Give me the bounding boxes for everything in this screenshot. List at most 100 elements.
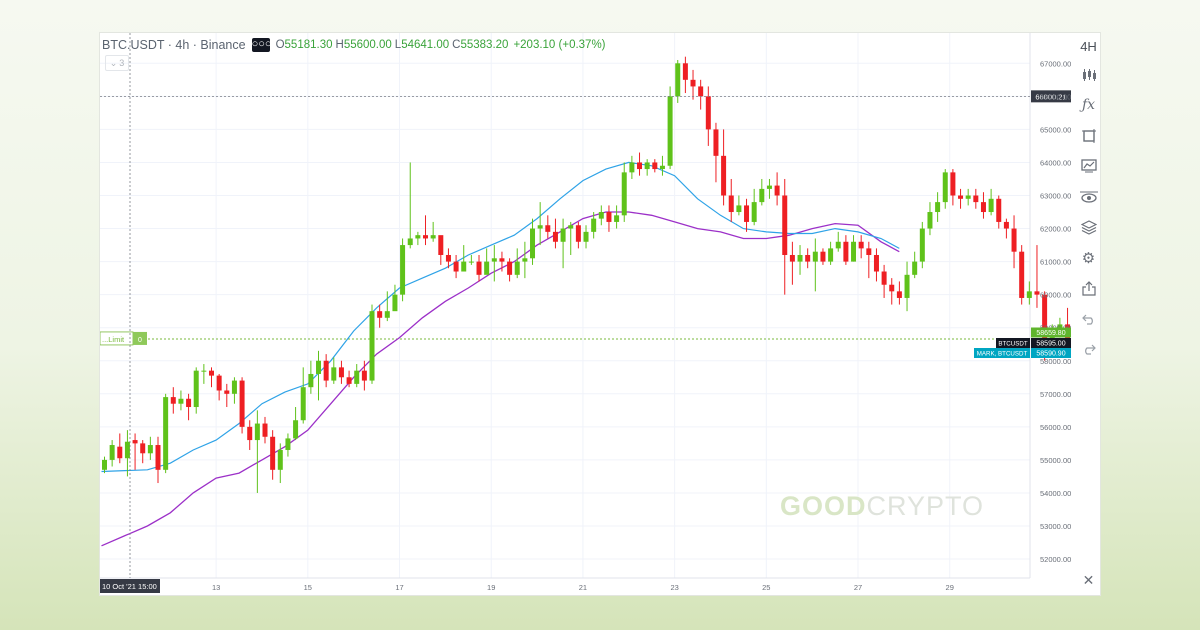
candle-body	[216, 375, 222, 391]
timeframe-button[interactable]: 4H	[1080, 38, 1097, 54]
candle-body	[652, 162, 658, 170]
candle-body	[270, 436, 276, 470]
price-tick-label: 55000.00	[1040, 456, 1071, 465]
price-tick-label: 63000.00	[1040, 192, 1071, 201]
candle-body	[889, 284, 895, 292]
candles-layer	[102, 56, 1071, 493]
ma-fast-line	[101, 161, 900, 473]
crosshair-price-box	[1031, 90, 1071, 103]
candle-body	[545, 225, 551, 232]
close-icon[interactable]: ✕	[1082, 571, 1095, 588]
undo-icon[interactable]	[1077, 308, 1100, 330]
limit-order-line: ...Limit 0	[100, 331, 1030, 346]
settings-icon[interactable]: ⚙	[1081, 250, 1096, 267]
candle-body	[858, 241, 864, 249]
candle-body	[843, 241, 849, 262]
share-icon[interactable]	[1077, 277, 1100, 299]
time-tick-label: 13	[212, 583, 220, 592]
redo-icon[interactable]	[1077, 338, 1100, 360]
more-dots-icon[interactable]: ○○○	[251, 38, 272, 52]
mark-price-tag	[1031, 348, 1071, 358]
candle-body	[193, 370, 199, 408]
candle-body	[170, 397, 176, 404]
chart-grid	[100, 33, 1030, 578]
candle-body	[132, 440, 138, 444]
candle-body	[759, 188, 765, 203]
indicators-toggle[interactable]: ⌄ 3	[105, 55, 129, 71]
candle-body	[224, 390, 230, 394]
candle-body	[583, 231, 589, 242]
candle-body	[560, 228, 566, 242]
order-price-tag	[1031, 327, 1071, 338]
candle-body	[721, 155, 727, 196]
candle-body	[667, 96, 673, 166]
close-value: 55383.20	[460, 39, 509, 51]
candle-body	[392, 294, 398, 312]
time-tick-label: 21	[579, 583, 587, 592]
high-label: H	[335, 39, 344, 51]
low-label: L	[394, 39, 402, 51]
price-chart[interactable]: ...Limit 0 66000.21 10 Oct '21 15:00 52000…	[100, 33, 1100, 595]
candle-body	[293, 420, 299, 439]
price-tick-label: 66000.00	[1040, 92, 1071, 101]
candle-body	[423, 235, 429, 239]
last-price-tag	[1031, 338, 1071, 348]
replay-icon[interactable]	[1077, 155, 1100, 177]
time-axis: 13 15 17 19 21 23 25 27 29	[212, 583, 954, 592]
candle-body	[751, 202, 757, 222]
crosshair-time-label: 10 Oct '21 15:00	[102, 582, 157, 591]
layers-icon[interactable]	[1077, 216, 1100, 238]
order-price-value: 58659.80	[1036, 330, 1065, 337]
candle-body	[1034, 291, 1040, 295]
candle-body	[201, 370, 207, 372]
candle-body	[873, 254, 879, 272]
candle-body	[552, 231, 558, 242]
crosshair-price-label: 66000.21	[1035, 92, 1066, 101]
candle-body	[637, 162, 643, 170]
candle-body	[988, 198, 994, 213]
change-value: +203.10 (+0.37%)	[513, 39, 606, 51]
candle-body	[614, 215, 620, 222]
candle-body	[484, 261, 490, 275]
function-icon[interactable]: ƒx	[1081, 97, 1096, 113]
candle-body	[285, 438, 291, 450]
candle-body	[568, 225, 574, 229]
mark-price-value: 58590.90	[1036, 351, 1065, 358]
candle-body	[881, 271, 887, 285]
candle-body	[499, 258, 505, 262]
candle-body	[377, 311, 383, 318]
crop-icon[interactable]	[1077, 125, 1100, 147]
candle-body	[430, 235, 436, 239]
candle-body	[973, 195, 979, 203]
candle-body	[797, 254, 803, 262]
price-tick-label: 60000.00	[1040, 291, 1071, 300]
brand-good: GOOD	[780, 491, 867, 521]
candle-body	[958, 195, 964, 199]
open-value: 55181.30	[284, 39, 333, 51]
candle-body	[124, 441, 130, 459]
eye-icon[interactable]	[1077, 186, 1100, 208]
order-qty-box	[133, 331, 147, 345]
candle-body	[530, 228, 536, 259]
candle-body	[919, 228, 925, 262]
crosshair: 66000.21 10 Oct '21 15:00	[100, 33, 1071, 593]
candle-body	[209, 370, 215, 376]
candles-icon[interactable]	[1077, 64, 1100, 86]
symbol-title[interactable]: BTC.USDT · 4h · Binance	[102, 38, 246, 52]
candle-body	[254, 423, 260, 441]
order-type-label: ...Limit	[102, 335, 125, 344]
candle-body	[163, 397, 169, 470]
candle-body	[178, 398, 184, 404]
last-symbol-tag	[996, 338, 1030, 348]
candle-body	[407, 238, 413, 246]
candle-body	[1003, 221, 1009, 229]
candle-body	[537, 225, 543, 229]
candle-body	[445, 254, 451, 262]
candle-body	[904, 274, 910, 298]
chart-frame[interactable]: ...Limit 0 66000.21 10 Oct '21 15:00 52000…	[100, 33, 1100, 595]
price-tick-label: 58000.00	[1040, 357, 1071, 366]
candle-body	[766, 185, 772, 189]
price-tick-label: 61000.00	[1040, 258, 1071, 267]
candle-body	[980, 202, 986, 213]
